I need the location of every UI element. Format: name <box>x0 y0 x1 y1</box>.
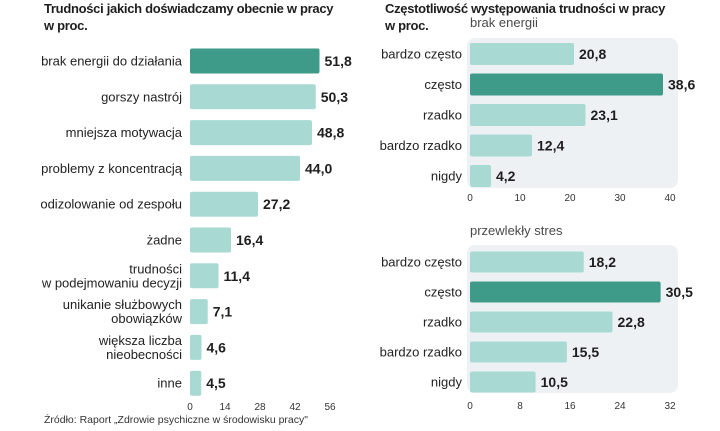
left-bar <box>190 334 202 360</box>
energy-category-label: nigdy <box>431 169 463 184</box>
stress-category-label: często <box>424 285 462 300</box>
left-value-label: 44,0 <box>305 160 332 176</box>
stress-bar <box>470 281 661 303</box>
energy-bar <box>470 134 532 157</box>
left-bar <box>190 227 231 253</box>
stress-category-label: nigdy <box>431 375 463 390</box>
stress-category-label: bardzo rzadko <box>380 345 462 360</box>
panel-title-stress: przewlekły stres <box>470 223 563 238</box>
stress-bar <box>470 311 613 333</box>
left-bar <box>190 191 258 217</box>
left-bar <box>190 155 300 181</box>
stress-value-label: 22,8 <box>618 314 645 330</box>
energy-bar <box>470 73 663 96</box>
energy-tick-label: 20 <box>564 193 576 204</box>
left-category-label: mniejsza motywacja <box>66 125 183 140</box>
left-category-label: żadne <box>147 233 182 248</box>
energy-category-label: rzadko <box>423 108 462 123</box>
left-category-label: większa liczba nieobecności <box>98 333 183 362</box>
left-bar <box>190 263 219 289</box>
stress-tick-label: 0 <box>467 401 473 412</box>
left-tick-label: 28 <box>254 402 266 413</box>
left-bar <box>190 370 202 396</box>
right-chart-title: Częstotliwość występowania trudności w p… <box>385 1 666 33</box>
stress-value-label: 15,5 <box>572 344 599 360</box>
left-tick-label: 0 <box>187 402 193 413</box>
left-value-label: 27,2 <box>263 196 290 212</box>
left-bar <box>190 48 320 74</box>
stress-value-label: 30,5 <box>666 284 693 300</box>
left-value-label: 11,4 <box>224 268 251 284</box>
energy-category-label: bardzo często <box>381 47 462 62</box>
stress-value-label: 18,2 <box>589 254 616 270</box>
stress-value-label: 10,5 <box>541 374 568 390</box>
left-value-label: 4,6 <box>207 339 227 355</box>
left-category-label: inne <box>157 376 182 391</box>
left-value-label: 50,3 <box>321 89 348 105</box>
energy-value-label: 12,4 <box>537 138 564 154</box>
left-tick-label: 42 <box>289 402 301 413</box>
energy-value-label: 4,2 <box>496 168 516 184</box>
panel-title-energy: brak energii <box>470 15 538 30</box>
left-value-label: 48,8 <box>317 125 344 141</box>
energy-tick-label: 10 <box>514 193 526 204</box>
stress-category-label: rzadko <box>423 315 462 330</box>
energy-bar <box>470 43 574 65</box>
left-bar <box>190 84 316 110</box>
left-category-label: odizolowanie od zespołu <box>40 197 182 212</box>
stress-tick-label: 24 <box>614 401 626 412</box>
stress-bar <box>470 251 584 273</box>
stress-tick-label: 16 <box>564 401 576 412</box>
left-chart-title: Trudności jakich doświadczamy obecnie w … <box>44 1 334 33</box>
energy-tick-label: 30 <box>614 193 626 204</box>
left-tick-label: 14 <box>219 402 231 413</box>
stress-category-label: bardzo często <box>381 255 462 270</box>
stress-bar <box>470 341 567 363</box>
left-category-label: problemy z koncentracją <box>41 161 183 176</box>
left-value-label: 51,8 <box>325 53 352 69</box>
energy-category-label: często <box>424 77 462 92</box>
energy-bar <box>470 104 586 126</box>
left-category-label: trudności w podejmowaniu decyzji <box>41 261 182 290</box>
left-bar <box>190 120 312 146</box>
left-category-label: gorszy nastrój <box>101 89 182 104</box>
left-tick-label: 56 <box>324 402 336 413</box>
source-note: Źródło: Raport „Zdrowie psychiczne w śro… <box>44 414 308 426</box>
stress-bar <box>470 371 536 393</box>
energy-value-label: 23,1 <box>591 107 618 123</box>
left-value-label: 7,1 <box>213 304 233 320</box>
left-value-label: 16,4 <box>236 232 263 248</box>
left-category-label: brak energii do działania <box>41 54 183 69</box>
energy-category-label: bardzo rzadko <box>380 138 462 153</box>
left-bar <box>190 299 208 325</box>
stress-tick-label: 8 <box>517 401 523 412</box>
energy-value-label: 38,6 <box>668 77 695 93</box>
energy-bar <box>470 165 491 187</box>
energy-value-label: 20,8 <box>579 46 606 62</box>
energy-tick-label: 40 <box>664 193 676 204</box>
energy-tick-label: 0 <box>467 193 473 204</box>
left-value-label: 4,5 <box>206 375 226 391</box>
stress-tick-label: 32 <box>664 401 676 412</box>
left-category-label: unikanie służbowych obowiązków <box>63 297 183 326</box>
